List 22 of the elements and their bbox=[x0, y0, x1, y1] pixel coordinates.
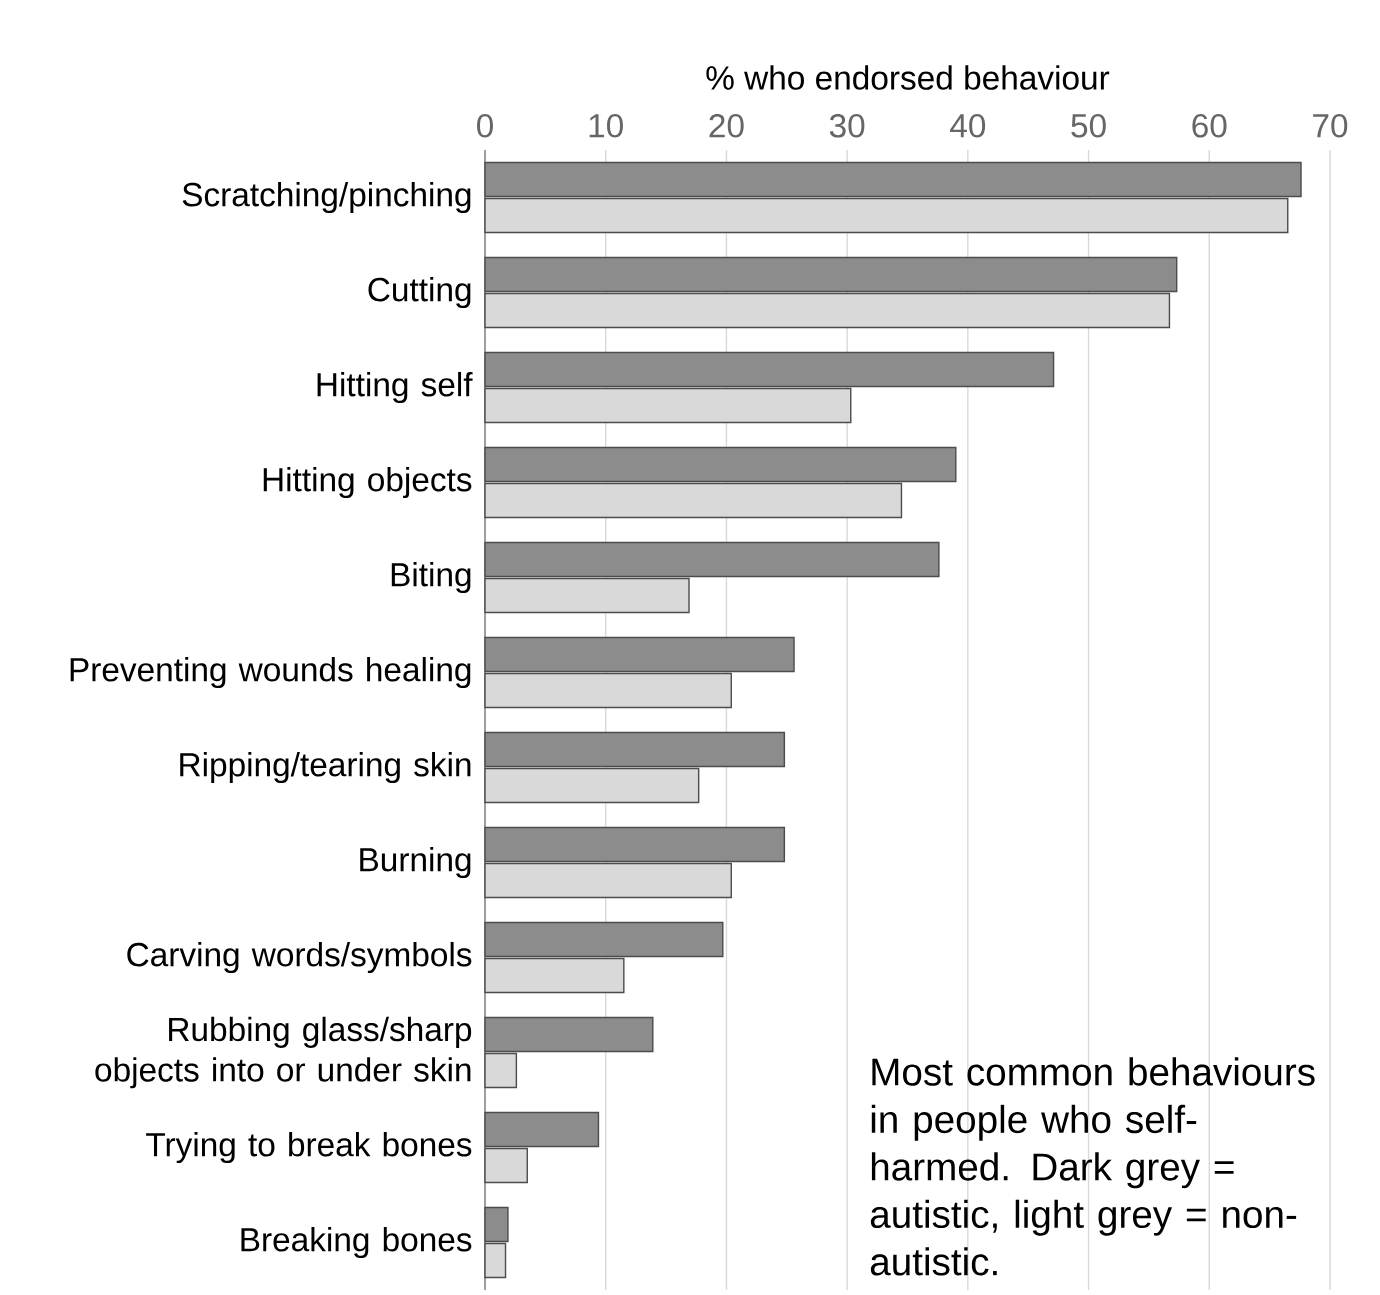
y-tick-label: Rubbing glass/sharp objects into or under skin bbox=[95, 1016, 472, 1089]
x-tick-label: 50 bbox=[1071, 113, 1106, 138]
y-tick-label: Hitting objects bbox=[263, 466, 472, 499]
y-tick-label: Carving words/symbols bbox=[127, 941, 472, 974]
x-tick-label: 30 bbox=[829, 113, 865, 138]
x-tick-label: 10 bbox=[589, 113, 623, 138]
x-axis-title: % who endorsed behaviour bbox=[706, 65, 1110, 90]
x-tick-label: 0 bbox=[477, 113, 493, 138]
y-tick-label: Biting bbox=[391, 561, 471, 594]
x-tick-label: 40 bbox=[950, 113, 986, 138]
y-tick-label: Breaking bones bbox=[241, 1226, 472, 1259]
y-tick-label: Preventing wounds healing bbox=[70, 656, 471, 689]
y-tick-label: Ripping/tearing skin bbox=[180, 751, 471, 784]
y-tick-label: Burning bbox=[360, 846, 471, 879]
y-tick-label: Scratching/pinching bbox=[182, 181, 471, 214]
y-tick-label: Hitting self bbox=[317, 371, 473, 404]
x-tick-label: 70 bbox=[1313, 113, 1348, 138]
annotation: Most common behaviours in people who self-harmed. Dark grey = autistic, light grey = non-autistic. bbox=[870, 1057, 1315, 1276]
y-tick-label: Cutting bbox=[368, 276, 471, 309]
y-tick-label: Trying to break bones bbox=[146, 1131, 472, 1164]
x-tick-label: 60 bbox=[1192, 113, 1227, 138]
x-tick-label: 20 bbox=[709, 113, 744, 138]
